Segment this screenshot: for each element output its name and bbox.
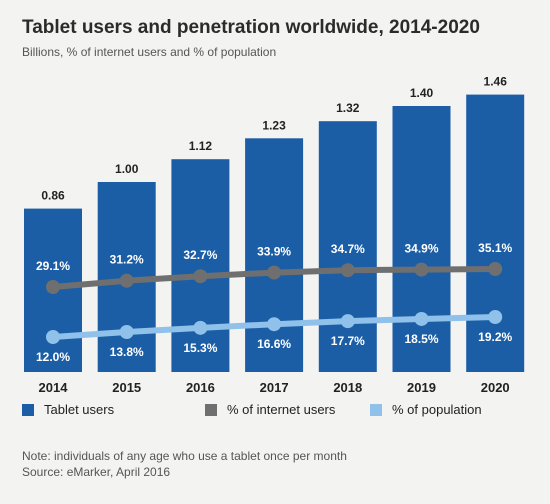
internet-users-label-2015: 31.2% bbox=[110, 253, 144, 267]
x-tick-label-2016: 2016 bbox=[186, 380, 215, 395]
bar-value-label-2019: 1.40 bbox=[410, 86, 434, 100]
internet-users-label-2020: 35.1% bbox=[478, 241, 512, 255]
bar-value-label-2016: 1.12 bbox=[189, 139, 213, 153]
legend-swatch-tablet-users bbox=[22, 403, 34, 416]
x-tick-label-2017: 2017 bbox=[260, 380, 289, 395]
population-label-2018: 17.7% bbox=[331, 334, 365, 348]
internet-users-point-2017 bbox=[267, 265, 282, 280]
chart-legend: Tablet users % of internet users % of po… bbox=[22, 402, 532, 422]
bar-2019 bbox=[392, 106, 451, 372]
x-tick-label-2018: 2018 bbox=[333, 380, 362, 395]
bar-value-label-2017: 1.23 bbox=[262, 118, 286, 132]
internet-users-label-2019: 34.9% bbox=[404, 242, 438, 256]
legend-swatch-population bbox=[370, 403, 382, 416]
bar-value-label-2018: 1.32 bbox=[336, 101, 360, 115]
population-point-2017 bbox=[267, 317, 282, 332]
internet-users-point-2019 bbox=[414, 262, 429, 277]
bar-value-label-2014: 0.86 bbox=[41, 189, 65, 203]
internet-users-label-2014: 29.1% bbox=[36, 259, 70, 273]
population-point-2020 bbox=[488, 310, 503, 324]
source-text: Source: eMarker, April 2016 bbox=[22, 465, 171, 479]
legend-label-population: % of population bbox=[392, 402, 482, 417]
population-label-2015: 13.8% bbox=[110, 345, 144, 359]
legend-item-tablet-users: Tablet users bbox=[22, 402, 114, 417]
population-point-2019 bbox=[414, 311, 429, 326]
bar-value-label-2020: 1.46 bbox=[484, 75, 508, 89]
x-tick-label-2015: 2015 bbox=[112, 380, 141, 395]
population-point-2018 bbox=[340, 314, 355, 329]
internet-users-point-2014 bbox=[46, 280, 60, 294]
internet-users-point-2018 bbox=[340, 263, 355, 278]
population-point-2014 bbox=[46, 330, 60, 344]
chart-title: Tablet users and penetration worldwide, … bbox=[22, 17, 480, 38]
legend-item-internet-users: % of internet users bbox=[205, 402, 335, 417]
population-label-2019: 18.5% bbox=[404, 332, 438, 346]
legend-label-internet-users: % of internet users bbox=[227, 402, 336, 417]
population-point-2015 bbox=[119, 325, 134, 339]
bar-2020 bbox=[466, 94, 525, 372]
population-label-2016: 15.3% bbox=[183, 341, 217, 355]
bar-2017 bbox=[245, 138, 304, 372]
internet-users-point-2015 bbox=[119, 273, 134, 288]
population-label-2017: 16.6% bbox=[257, 337, 291, 351]
internet-users-label-2018: 34.7% bbox=[331, 242, 365, 256]
x-tick-label-2019: 2019 bbox=[407, 380, 436, 395]
legend-item-population: % of population bbox=[370, 402, 482, 417]
bar-2016 bbox=[171, 159, 230, 372]
internet-users-point-2020 bbox=[488, 262, 503, 276]
internet-users-label-2016: 32.7% bbox=[183, 248, 217, 262]
legend-swatch-internet-users bbox=[205, 403, 217, 416]
bar-2018 bbox=[318, 121, 377, 372]
x-tick-label-2014: 2014 bbox=[39, 380, 69, 395]
population-point-2016 bbox=[193, 320, 208, 335]
chart-footnote: Note: individuals of any age who use a t… bbox=[22, 448, 347, 480]
note-text: Note: individuals of any age who use a t… bbox=[22, 449, 347, 463]
internet-users-label-2017: 33.9% bbox=[257, 245, 291, 259]
population-label-2014: 12.0% bbox=[36, 350, 70, 364]
population-label-2020: 19.2% bbox=[478, 330, 512, 344]
legend-label-tablet-users: Tablet users bbox=[44, 402, 115, 417]
x-tick-label-2020: 2020 bbox=[481, 380, 510, 395]
chart-subtitle: Billions, % of internet users and % of p… bbox=[22, 45, 277, 59]
bar-value-label-2015: 1.00 bbox=[115, 162, 139, 176]
internet-users-point-2016 bbox=[193, 269, 208, 284]
